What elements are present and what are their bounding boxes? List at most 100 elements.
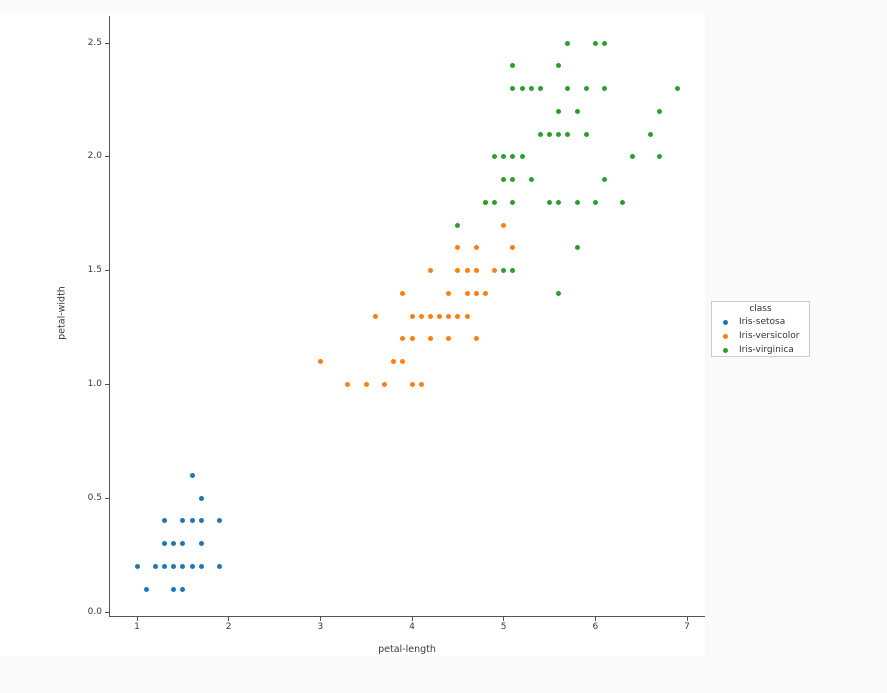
data-point (556, 108, 562, 114)
data-point (152, 563, 158, 569)
y-tick (105, 611, 109, 613)
data-point (418, 313, 424, 319)
y-tick-label: 0.0 (87, 606, 102, 617)
data-point (189, 563, 195, 569)
data-point (317, 359, 323, 365)
y-tick-label: 2.0 (87, 151, 102, 162)
data-point (198, 518, 204, 524)
data-point (592, 40, 598, 46)
data-point (363, 381, 369, 387)
data-point (574, 199, 580, 205)
y-tick (105, 270, 109, 272)
legend: class Iris-setosa Iris-versicolor Iris-v… (711, 301, 810, 357)
data-point (180, 586, 186, 592)
data-point (217, 518, 222, 524)
y-tick-label: 2.5 (87, 37, 102, 48)
data-point (171, 563, 177, 569)
data-point (427, 268, 433, 274)
data-point (519, 154, 525, 160)
legend-item-label: Iris-setosa (739, 317, 786, 327)
setosa-marker-icon (723, 319, 728, 325)
data-point (574, 108, 580, 114)
legend-item: Iris-versicolor (712, 329, 809, 343)
x-tick-label: 3 (317, 622, 324, 632)
y-tick (105, 42, 109, 44)
data-point (556, 63, 562, 69)
legend-item: Iris-setosa (712, 315, 809, 329)
data-point (574, 245, 580, 251)
y-tick-label: 0.5 (87, 492, 102, 503)
data-point (180, 563, 186, 569)
data-point (162, 541, 167, 547)
data-point (400, 359, 406, 365)
data-point (528, 86, 534, 92)
data-point (171, 541, 177, 547)
data-point (492, 199, 497, 205)
data-point (565, 40, 571, 46)
data-point (418, 381, 424, 387)
x-axis-spine (109, 616, 705, 617)
x-tick-label: 4 (409, 622, 415, 632)
data-point (409, 313, 415, 319)
y-tick-label: 1.5 (87, 265, 102, 276)
x-tick (319, 617, 321, 621)
data-point (180, 541, 186, 547)
data-point (510, 245, 516, 251)
data-point (455, 245, 461, 251)
x-tick-label: 7 (684, 622, 690, 632)
virginica-marker-icon (723, 347, 728, 353)
data-point (482, 199, 488, 205)
data-point (537, 131, 543, 137)
data-point (602, 40, 608, 46)
data-point (464, 290, 470, 296)
legend-title: class (749, 304, 772, 314)
legend-item-label: Iris-virginica (739, 345, 794, 355)
data-point (473, 336, 479, 342)
data-point (657, 108, 663, 114)
data-point (198, 563, 204, 569)
y-axis-spine (109, 16, 110, 617)
data-point (400, 336, 406, 342)
data-point (446, 313, 452, 319)
data-point (602, 86, 608, 92)
data-point (409, 381, 415, 387)
data-point (492, 154, 497, 160)
data-point (519, 86, 525, 92)
y-tick (105, 156, 109, 158)
data-point (583, 86, 589, 92)
x-tick (136, 617, 138, 621)
x-tick-label: 2 (225, 622, 232, 632)
data-point (464, 268, 470, 274)
x-tick (686, 617, 688, 621)
data-point (556, 131, 562, 137)
data-point (602, 177, 608, 183)
versicolor-marker-icon (723, 333, 728, 339)
data-point (510, 177, 516, 183)
data-point (492, 268, 497, 274)
data-point (473, 268, 479, 274)
data-point (162, 518, 167, 524)
y-axis-label: petal-width (56, 286, 68, 340)
legend-item: Iris-virginica (712, 343, 809, 357)
data-point (446, 336, 452, 342)
figure: petal-length petal-width 1 2 3 4 5 6 7 0.0 0.5 1.… (0, 13, 705, 656)
data-point (345, 381, 351, 387)
data-point (556, 199, 562, 205)
data-point (482, 290, 488, 296)
data-point (455, 222, 461, 228)
data-point (217, 563, 222, 569)
data-point (565, 131, 571, 137)
x-tick-label: 6 (592, 622, 599, 632)
data-point (547, 131, 552, 137)
data-point (547, 199, 552, 205)
y-tick-label: 1.0 (87, 378, 102, 389)
data-point (620, 199, 626, 205)
data-point (372, 313, 378, 319)
data-point (400, 290, 406, 296)
data-point (510, 268, 516, 274)
data-point (510, 63, 516, 69)
data-point (143, 586, 149, 592)
data-point (189, 472, 195, 478)
data-point (446, 290, 452, 296)
